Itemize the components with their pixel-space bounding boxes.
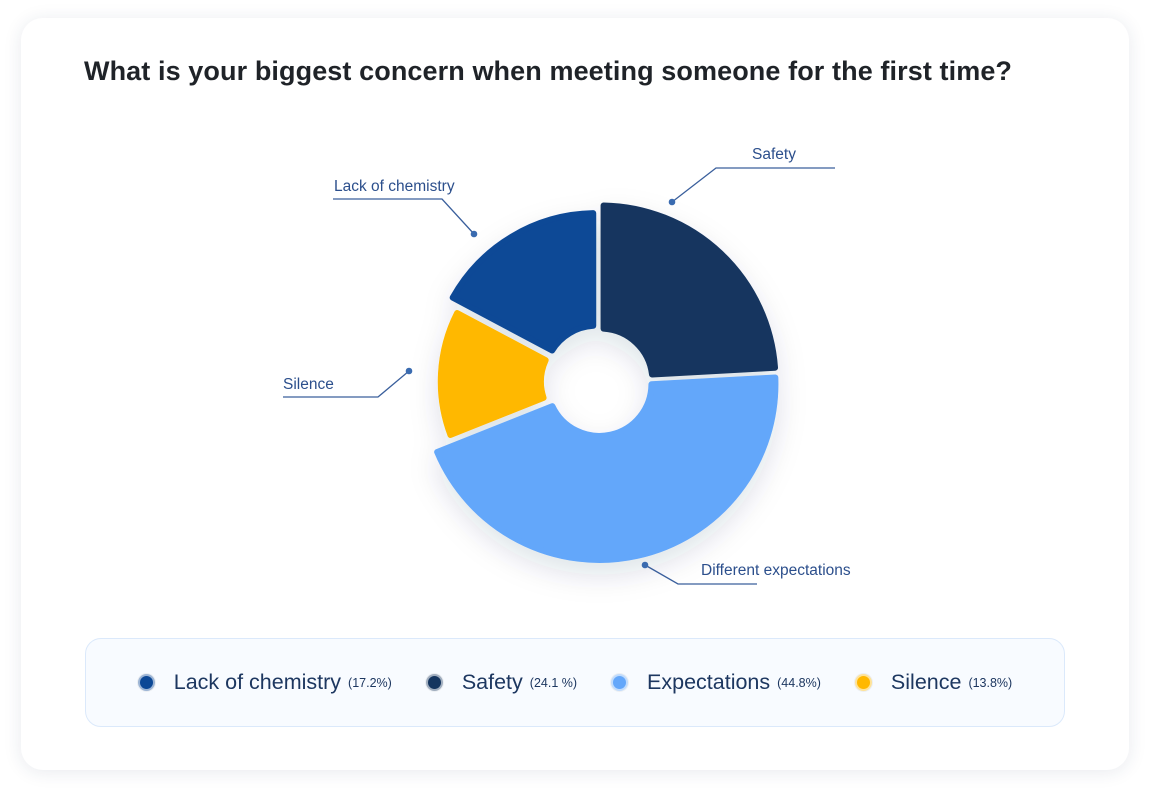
- callout-label: Safety: [752, 146, 796, 163]
- legend-dot: [137, 674, 155, 691]
- legend-label: Expectations: [647, 670, 771, 694]
- legend-percent: (13.8%): [968, 675, 1013, 690]
- legend-dot: [854, 674, 872, 691]
- slice-safety: [600, 202, 779, 378]
- donut-chart: Safety Different expectations Silence Lack …: [283, 146, 851, 585]
- legend-label: Safety: [461, 670, 523, 694]
- slice-different-expectations: [434, 374, 779, 563]
- legend-item-lack-of-chemistry: Lack of chemistry (17.2%): [137, 670, 392, 695]
- legend-item-silence: Silence (13.8%): [854, 670, 1013, 695]
- callout-line: [671, 167, 835, 203]
- legend-dot: [611, 674, 629, 691]
- legend-label: Silence: [890, 670, 962, 694]
- callout-dot: [668, 198, 676, 206]
- slice-silence: [437, 309, 549, 439]
- legend-item-expectations: Expectations (44.8%): [611, 670, 821, 695]
- callout-line: [644, 564, 757, 585]
- legend-label: Lack of chemistry: [173, 670, 342, 694]
- callout-line: [333, 198, 475, 235]
- callout-dot: [641, 561, 649, 569]
- callout-dot: [470, 230, 478, 238]
- slice-lack-of-chemistry: [449, 210, 597, 354]
- callout-line: [283, 370, 410, 398]
- legend: Lack of chemistry (17.2%) Safety (24.1 %…: [85, 638, 1065, 727]
- callout-label: Lack of chemistry: [334, 178, 455, 195]
- legend-item-safety: Safety (24.1 %): [425, 670, 578, 695]
- callout-label: Different expectations: [701, 562, 851, 579]
- callout-label: Silence: [283, 376, 334, 393]
- legend-percent: (17.2%): [348, 675, 392, 690]
- legend-dot: [425, 674, 443, 691]
- chart-title: What is your biggest concern when meetin…: [84, 56, 1013, 86]
- legend-percent: (44.8%): [777, 675, 821, 690]
- callout-dot: [405, 367, 413, 375]
- legend-percent: (24.1 %): [529, 675, 578, 690]
